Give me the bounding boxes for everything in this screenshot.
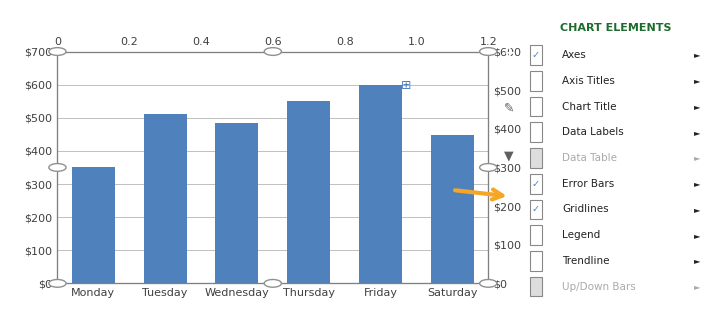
FancyBboxPatch shape: [530, 71, 542, 90]
Bar: [144, 114, 187, 283]
Text: Chart Title: Chart Title: [562, 101, 617, 111]
Text: Trendline: Trendline: [562, 256, 610, 266]
Bar: [287, 101, 330, 283]
Text: Up/Down Bars: Up/Down Bars: [562, 282, 636, 292]
FancyBboxPatch shape: [530, 225, 542, 245]
Text: ►: ►: [694, 179, 701, 188]
Bar: [215, 123, 258, 283]
Text: Axes: Axes: [562, 50, 587, 60]
Text: ►: ►: [694, 76, 701, 85]
FancyBboxPatch shape: [530, 200, 542, 219]
Text: ✓: ✓: [532, 179, 540, 189]
FancyBboxPatch shape: [530, 122, 542, 142]
Text: ✓: ✓: [532, 50, 540, 60]
FancyBboxPatch shape: [521, 10, 711, 46]
Bar: [72, 167, 115, 283]
Text: ►: ►: [694, 51, 701, 60]
FancyBboxPatch shape: [530, 174, 542, 194]
Text: ►: ►: [694, 231, 701, 240]
Text: ✓: ✓: [532, 204, 540, 214]
FancyBboxPatch shape: [530, 277, 542, 297]
Text: Gridlines: Gridlines: [562, 204, 609, 214]
Text: +: +: [503, 46, 515, 60]
Bar: [431, 135, 474, 283]
Text: CHART ELEMENTS: CHART ELEMENTS: [560, 23, 671, 33]
Text: ►: ►: [694, 154, 701, 163]
FancyBboxPatch shape: [530, 251, 542, 271]
Text: ►: ►: [694, 256, 701, 265]
Text: ►: ►: [694, 102, 701, 111]
Text: Data Table: Data Table: [562, 153, 617, 163]
Text: ⊞: ⊞: [401, 79, 411, 92]
Text: ►: ►: [694, 282, 701, 291]
Text: ▼: ▼: [504, 150, 514, 163]
Text: ►: ►: [694, 205, 701, 214]
FancyBboxPatch shape: [530, 148, 542, 168]
Text: Data Labels: Data Labels: [562, 127, 624, 137]
FancyBboxPatch shape: [530, 97, 542, 116]
Bar: [359, 85, 402, 283]
Text: ►: ►: [694, 128, 701, 137]
FancyBboxPatch shape: [530, 45, 542, 65]
Text: Error Bars: Error Bars: [562, 179, 615, 189]
Text: Legend: Legend: [562, 230, 601, 240]
Text: ✎: ✎: [504, 101, 514, 114]
Text: Axis Titles: Axis Titles: [562, 76, 615, 86]
